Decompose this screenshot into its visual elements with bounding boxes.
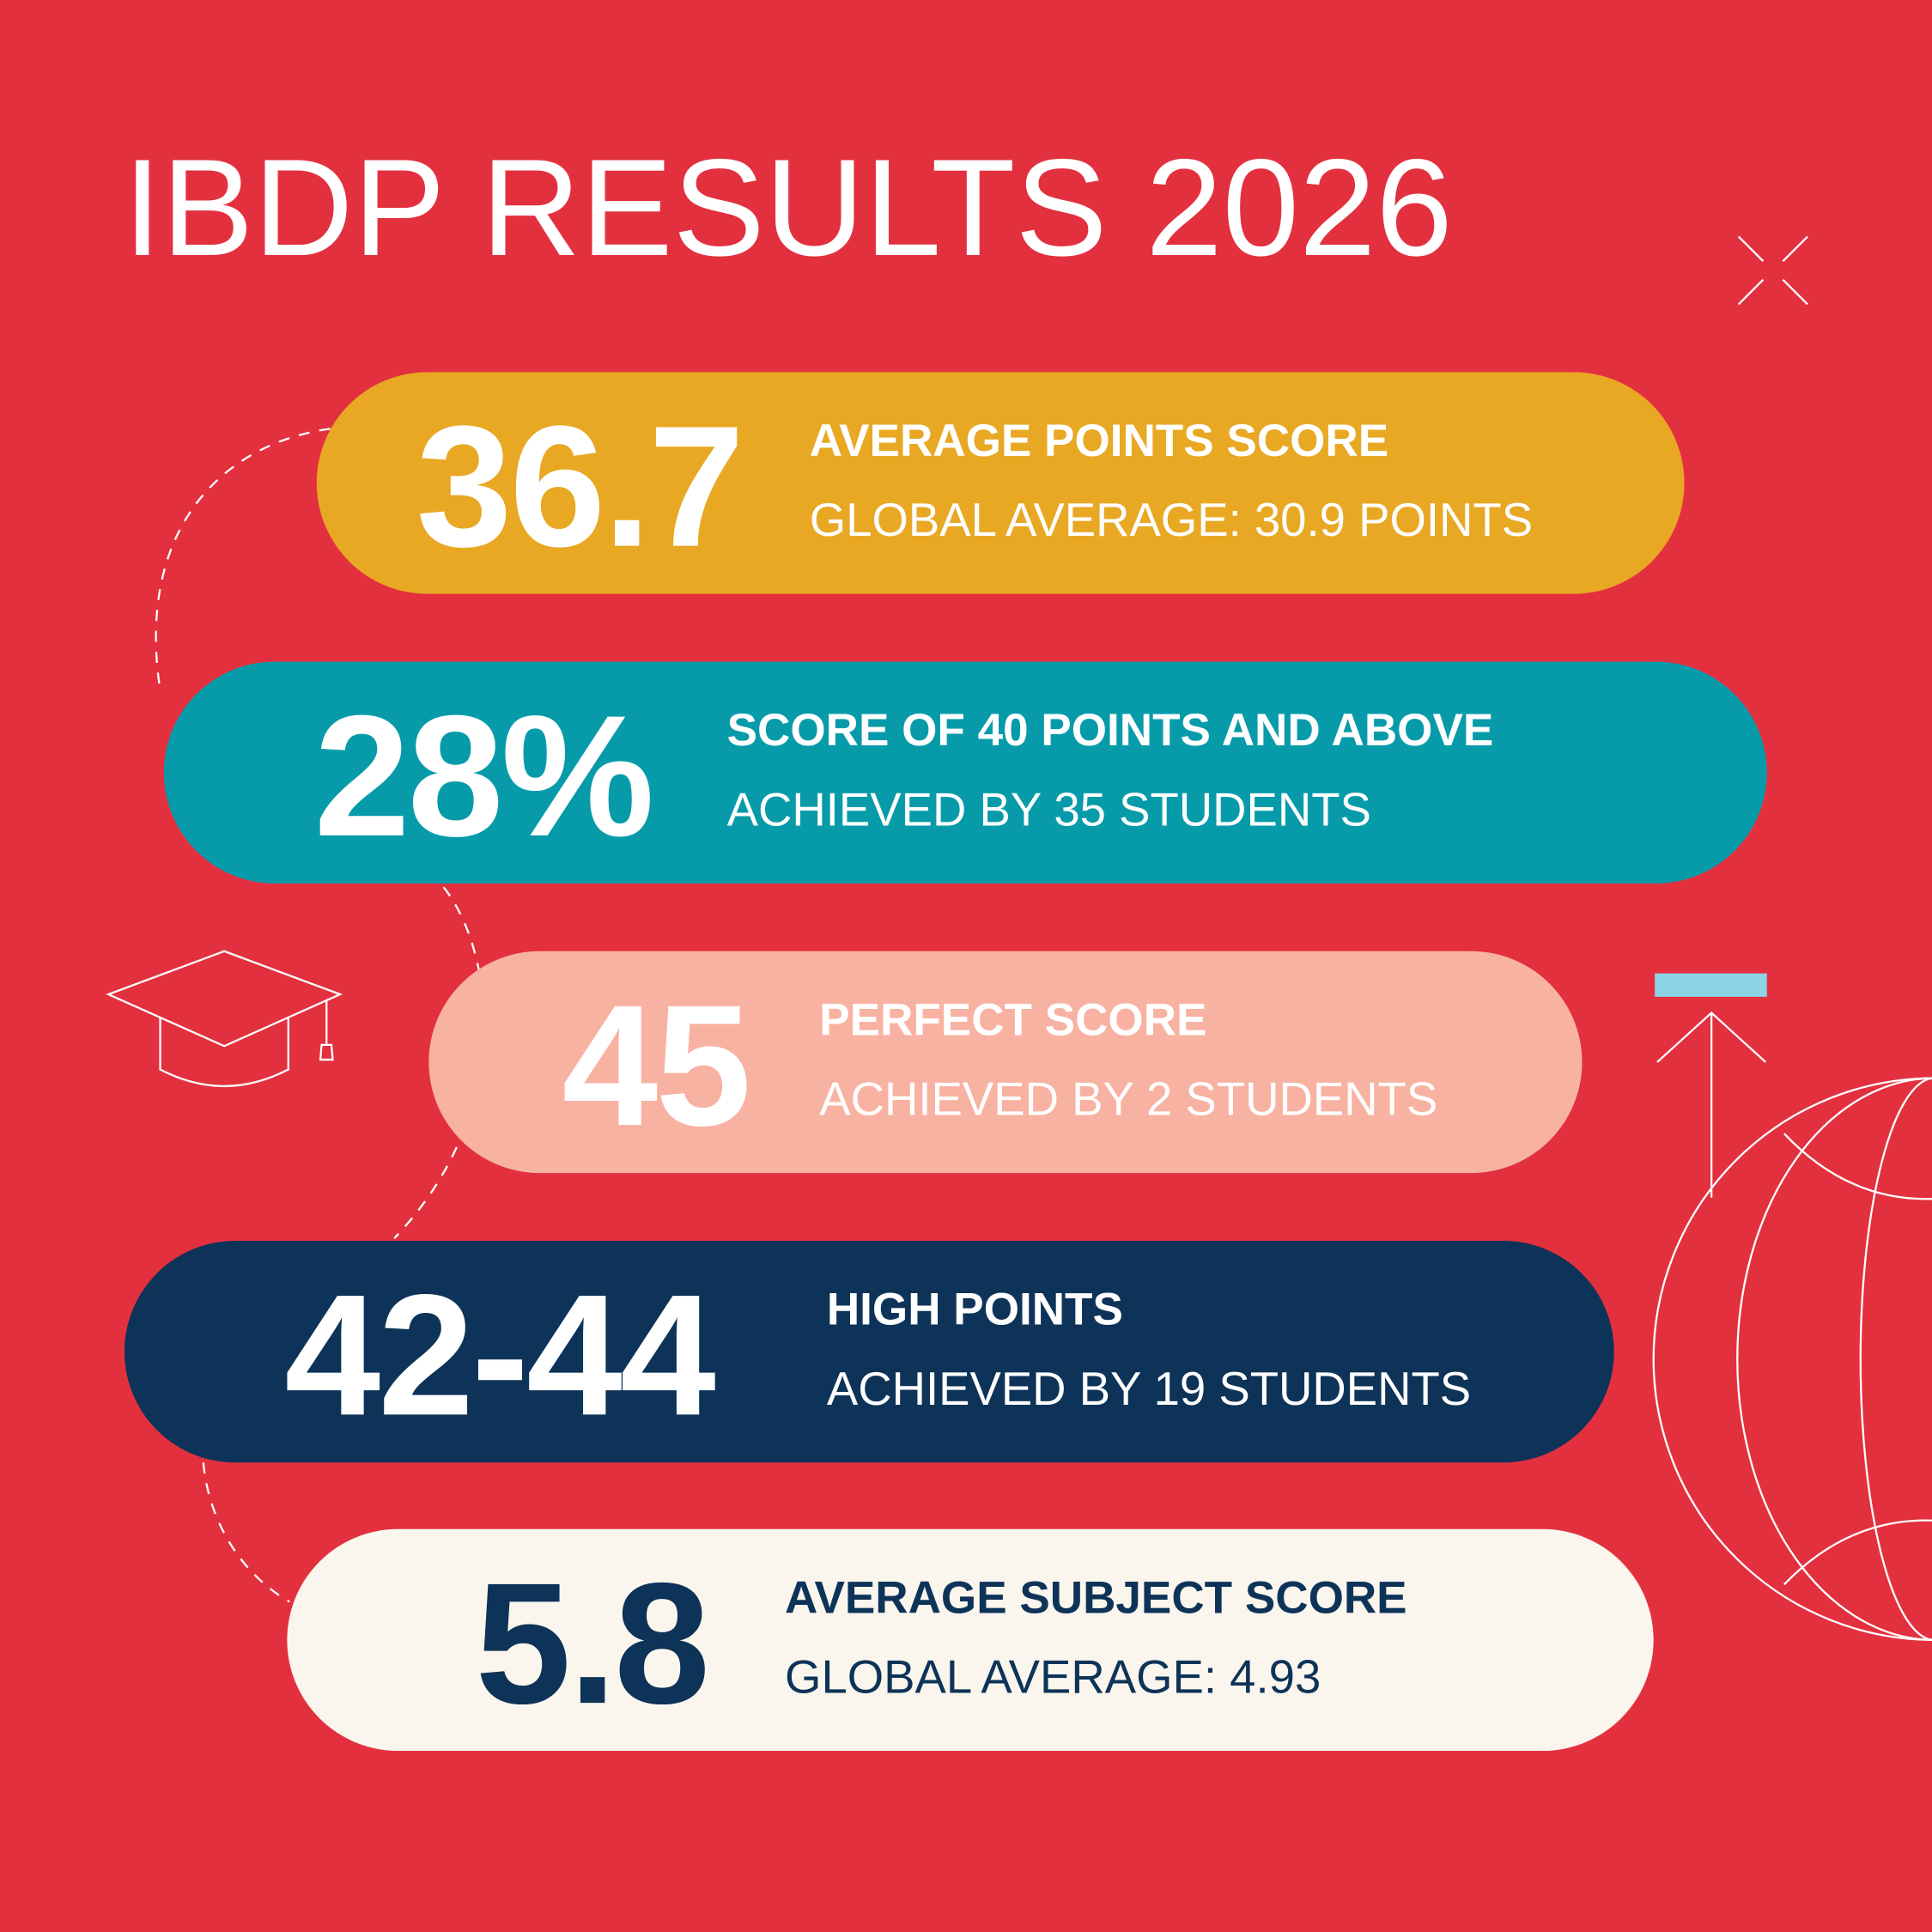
stat-pill xyxy=(316,372,1685,594)
stat-card: 42-44 HIGH POINTS ACHIEVED BY 19 STUDENTS xyxy=(124,1240,1614,1463)
stat-value: 42-44 xyxy=(284,1258,715,1451)
stat-heading: PERFECT SCORE xyxy=(819,994,1206,1045)
arrow xyxy=(1656,1011,1767,1198)
stat-heading: AVERAGE POINTS SCORE xyxy=(810,416,1388,466)
stat-value: 5.8 xyxy=(475,1546,708,1740)
graduation-cap xyxy=(106,950,343,1087)
stat-heading: AVERAGE SUBJECT SCORE xyxy=(785,1572,1407,1623)
stat-detail: GLOBAL AVERAGE: 4.93 xyxy=(785,1651,1321,1704)
globe xyxy=(1652,1077,1932,1641)
stats: 36.7 AVERAGE POINTS SCORE GLOBAL AVERAGE: … xyxy=(124,372,1767,1752)
stat-detail: GLOBAL AVERAGE: 30.9 POINTS xyxy=(810,494,1533,546)
stat-value: 36.7 xyxy=(416,390,742,583)
stat-pill xyxy=(428,951,1583,1174)
accent-bar xyxy=(1655,973,1767,997)
stat-value: 45 xyxy=(562,969,750,1162)
stat-value: 28% xyxy=(314,679,652,872)
stat-pill xyxy=(287,1528,1654,1752)
stat-pill xyxy=(124,1240,1614,1463)
stat-card: 28% SCORE OF 40 POINTS AND ABOVE ACHIEVED … xyxy=(163,661,1767,884)
dashed-path xyxy=(202,1462,290,1603)
stat-card: 45 PERFECT SCORE ACHIEVED BY 2 STUDENTS xyxy=(428,951,1583,1174)
title: IBDP RESULTS 2026 xyxy=(123,131,1452,285)
stat-card: 5.8 AVERAGE SUBJECT SCORE GLOBAL AVERAGE: … xyxy=(287,1528,1654,1752)
stat-detail: ACHIEVED BY 19 STUDENTS xyxy=(827,1363,1471,1415)
sparkle xyxy=(1737,235,1808,306)
stat-pill xyxy=(163,661,1767,884)
stat-heading: HIGH POINTS xyxy=(827,1285,1123,1335)
dashed-path xyxy=(155,428,331,690)
stat-detail: ACHIEVED BY 2 STUDENTS xyxy=(819,1073,1437,1126)
stat-heading: SCORE OF 40 POINTS AND ABOVE xyxy=(727,705,1494,756)
stat-card: 36.7 AVERAGE POINTS SCORE GLOBAL AVERAGE: … xyxy=(316,372,1685,594)
stat-detail: ACHIEVED BY 35 STUDENTS xyxy=(727,783,1371,835)
